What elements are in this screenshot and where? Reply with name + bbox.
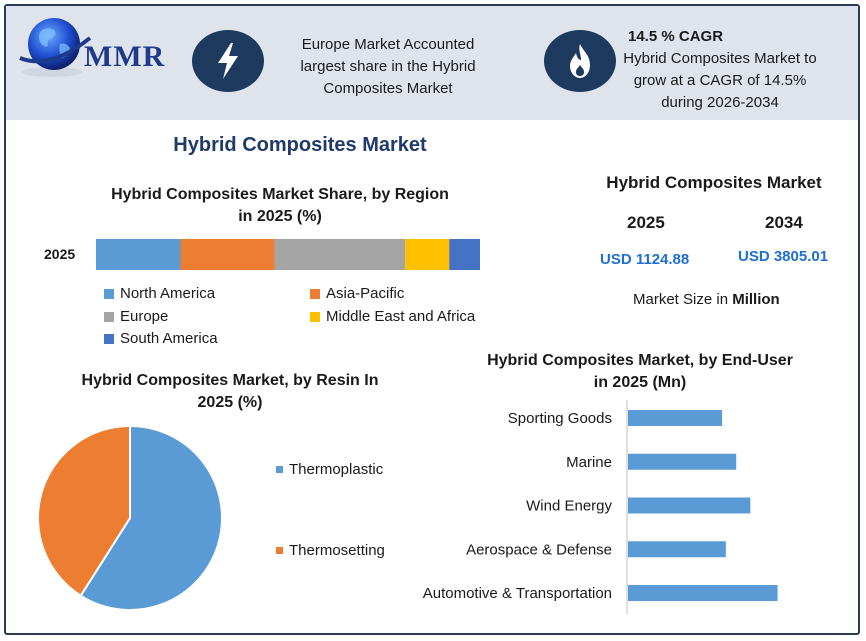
enduser-bar-automotive-transportation xyxy=(628,585,778,601)
region-title-line1: Hybrid Composites Market Share, by Regio… xyxy=(111,186,449,203)
region-legend-item-europe: Europe xyxy=(104,308,168,325)
legend-label: Middle East and Africa xyxy=(326,308,476,325)
resin-legend-item-thermoplastic: Thermoplastic xyxy=(276,461,383,478)
legend-swatch xyxy=(310,288,320,299)
enduser-category-label-marine: Marine xyxy=(566,454,612,471)
enduser-title-line2: in 2025 (Mn) xyxy=(593,374,687,391)
main-title: Hybrid Composites Market xyxy=(173,134,427,156)
enduser-chart-title: Hybrid Composites Market, by End-User in… xyxy=(440,350,840,394)
resin-legend-item-thermosetting: Thermosetting xyxy=(276,542,385,559)
region-legend-item-south-america: South America xyxy=(104,330,218,347)
region-title-line2: in 2025 (%) xyxy=(238,208,322,225)
market-size-note-unit: Million xyxy=(732,291,780,308)
flame-icon xyxy=(544,30,616,92)
region-stacked-bar xyxy=(96,239,480,270)
resin-title-line1: Hybrid Composites Market, by Resin In xyxy=(81,372,379,389)
market-value-1: USD 1124.88 xyxy=(600,251,690,268)
globe-icon xyxy=(19,18,92,77)
region-bar-segment-north-america xyxy=(96,239,181,270)
lightning-icon xyxy=(192,30,264,92)
legend-label: Europe xyxy=(120,308,169,325)
region-year-label: 2025 xyxy=(44,246,76,262)
legend-label: Thermosetting xyxy=(289,542,385,559)
logo-text: MMR xyxy=(84,40,166,73)
info2-line1: Hybrid Composites Market to xyxy=(623,50,817,67)
pie-slice-thermosetting xyxy=(37,424,131,598)
enduser-title-line1: Hybrid Composites Market, by End-User xyxy=(487,352,793,369)
legend-swatch xyxy=(104,333,114,344)
region-legend-item-north-america: North America xyxy=(104,285,215,302)
legend-swatch xyxy=(276,466,283,473)
mmr-logo: MMR xyxy=(14,14,174,80)
info1-line3: Composites Market xyxy=(323,80,453,97)
market-year-2: 2034 xyxy=(765,213,803,232)
cagr-title: 14.5 % CAGR xyxy=(628,28,724,45)
europe-share-text: Europe Market Accounted largest share in… xyxy=(268,34,508,100)
legend-label: South America xyxy=(120,330,218,347)
market-year-1: 2025 xyxy=(627,213,665,232)
enduser-bar-marine xyxy=(628,453,737,470)
info2-line3: during 2026-2034 xyxy=(661,94,779,111)
info1-line2: largest share in the Hybrid xyxy=(300,58,476,75)
region-bar-segment-south-america xyxy=(449,239,480,270)
region-legend-item-middle-east-and-africa: Middle East and Africa xyxy=(310,308,475,325)
enduser-bar-chart: Sporting Goods Marine Wind Energy Aerospace… xyxy=(423,400,778,614)
info2-line2: grow at a CAGR of 14.5% xyxy=(633,72,807,89)
region-chart-title: Hybrid Composites Market Share, by Regio… xyxy=(60,184,500,228)
enduser-bar-sporting-goods xyxy=(628,410,723,426)
pie-slice-thermoplastic xyxy=(79,424,223,611)
region-bar-segment-europe xyxy=(274,239,406,270)
market-size-note: Market Size in Million xyxy=(633,291,780,308)
legend-swatch xyxy=(104,288,114,299)
cagr-text: 14.5 % CAGR Hybrid Composites Market to … xyxy=(614,26,826,114)
resin-pie-chart xyxy=(37,424,223,611)
header-banner xyxy=(6,6,858,120)
enduser-category-label-automotive-transportation: Automotive & Transportation xyxy=(423,585,612,602)
market-size-note-prefix: Market Size in xyxy=(633,291,733,308)
legend-swatch xyxy=(104,311,114,322)
enduser-bar-wind-energy xyxy=(628,497,751,514)
resin-chart-title: Hybrid Composites Market, by Resin In 20… xyxy=(40,370,420,414)
legend-label: Thermoplastic xyxy=(289,461,384,478)
info1-line1: Europe Market Accounted xyxy=(301,36,475,53)
enduser-category-label-aerospace-defense: Aerospace & Defense xyxy=(466,541,612,558)
enduser-category-label-wind-energy: Wind Energy xyxy=(526,498,612,515)
legend-label: North America xyxy=(120,285,216,302)
region-bar-segment-middle-east-and-africa xyxy=(405,239,450,270)
market-value-2: USD 3805.01 xyxy=(738,248,829,265)
enduser-category-label-sporting-goods: Sporting Goods xyxy=(508,410,612,427)
legend-swatch xyxy=(276,547,283,554)
region-legend-item-asia-pacific: Asia-Pacific xyxy=(310,285,404,302)
resin-title-line2: 2025 (%) xyxy=(197,394,263,411)
region-bar-segment-asia-pacific xyxy=(180,239,275,270)
infographic-frame xyxy=(4,4,860,635)
legend-label: Asia-Pacific xyxy=(326,285,405,302)
legend-swatch xyxy=(310,311,320,322)
enduser-bar-aerospace-defense xyxy=(628,541,726,558)
market-size-title: Hybrid Composites Market xyxy=(606,173,822,192)
